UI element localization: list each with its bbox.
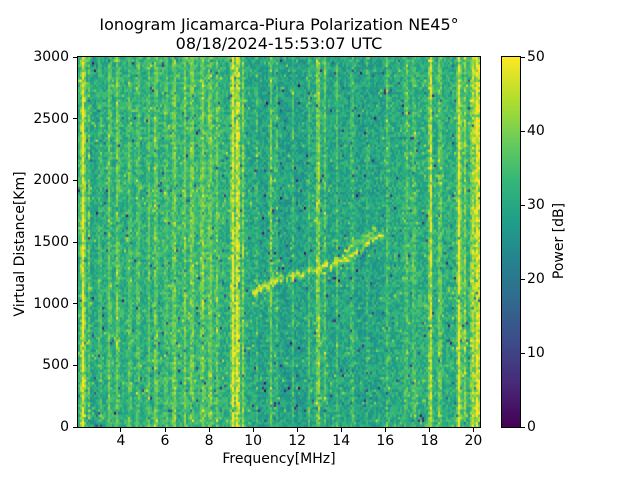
colorbar-tick-label: 50 [527,49,545,65]
colorbar-tick-mark [521,56,525,58]
x-tick-mark [428,428,430,432]
y-axis-label: Virtual Distance[Km] [12,171,28,317]
colorbar-tick-label: 10 [527,345,545,361]
x-tick-mark [120,428,122,432]
x-tick-mark [384,428,386,432]
chart-subtitle: 08/18/2024-15:53:07 UTC [175,34,383,53]
x-tick-label: 14 [332,433,351,449]
y-tick-label: 1000 [33,295,69,312]
x-tick-label: 4 [116,433,126,449]
x-tick-label: 18 [420,433,439,449]
x-tick-mark [296,428,298,432]
colorbar-tick-mark [521,204,525,206]
colorbar-tick-mark [521,352,525,354]
y-tick-mark [73,241,77,243]
x-tick-label: 16 [376,433,395,449]
colorbar-tick-label: 0 [527,419,536,435]
y-tick-mark [73,426,77,428]
y-tick-label: 0 [60,419,69,435]
y-tick-label: 3000 [33,49,69,65]
x-axis-label: Frequency[MHz] [222,451,336,467]
colorbar-tick-label: 30 [527,197,545,213]
colorbar-tick-label: 40 [527,123,545,139]
y-tick-mark [73,303,77,305]
chart-title: Ionogram Jicamarca-Piura Polarization NE… [99,15,459,34]
x-tick-mark [164,428,166,432]
y-tick-label: 500 [42,357,69,374]
y-tick-label: 1500 [33,234,69,250]
x-tick-label: 8 [204,433,214,449]
x-tick-mark [472,428,474,432]
y-tick-label: 2000 [33,172,69,189]
x-tick-label: 10 [244,433,263,449]
x-tick-mark [252,428,254,432]
x-tick-label: 20 [464,433,483,449]
colorbar-tick-mark [521,278,525,280]
y-tick-mark [73,118,77,120]
ionogram-heatmap-canvas [78,57,480,427]
y-tick-mark [73,56,77,58]
y-tick-mark [73,179,77,181]
colorbar-tick-label: 20 [527,271,545,287]
colorbar-tick-mark [521,426,525,428]
colorbar-gradient-canvas [502,57,520,427]
x-tick-mark [208,428,210,432]
x-tick-mark [340,428,342,432]
y-tick-mark [73,364,77,366]
x-tick-label: 6 [160,433,170,449]
plot-area [77,56,481,428]
colorbar [501,56,521,428]
colorbar-tick-mark [521,130,525,132]
x-tick-label: 12 [288,433,307,449]
y-tick-label: 2500 [33,110,69,127]
